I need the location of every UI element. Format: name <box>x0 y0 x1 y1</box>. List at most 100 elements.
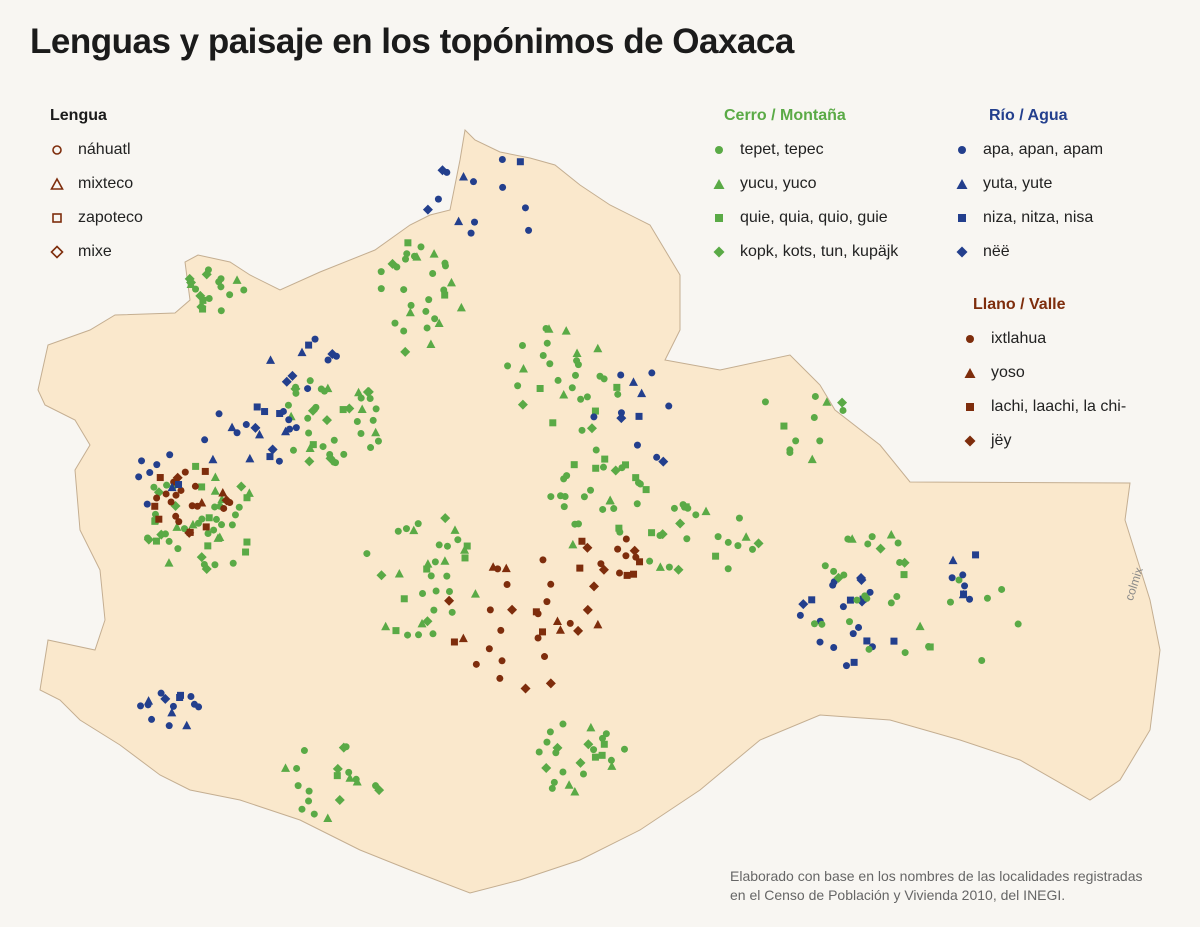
toponym-diamond-marker <box>552 742 563 753</box>
toponym-circle-marker <box>864 540 872 548</box>
toponym-triangle-marker <box>488 562 498 571</box>
triangle-icon <box>964 368 976 378</box>
toponym-triangle-marker <box>281 426 291 436</box>
toponym-circle-marker <box>543 738 551 746</box>
toponym-circle-marker <box>404 631 412 639</box>
toponym-diamond-marker <box>610 465 621 476</box>
toponym-triangle-marker <box>172 522 182 531</box>
square-icon <box>958 214 966 222</box>
toponym-circle-marker <box>414 520 422 528</box>
legend-label: mixe <box>78 243 112 260</box>
toponym-diamond-marker <box>875 543 886 554</box>
legend-item: quie, quia, quio, guie <box>712 201 898 235</box>
toponym-circle-marker <box>792 437 800 445</box>
circle-icon <box>958 146 966 154</box>
toponym-circle-marker <box>830 567 838 575</box>
toponym-square-marker <box>578 537 586 545</box>
toponym-circle-marker <box>172 512 180 520</box>
toponym-circle-marker <box>839 406 847 414</box>
toponym-diamond-marker <box>582 542 593 553</box>
diamond-icon <box>956 246 968 258</box>
toponym-circle-marker <box>294 782 302 790</box>
toponym-circle-marker <box>324 356 332 364</box>
toponym-triangle-marker <box>409 525 419 535</box>
legend-label: ixtlahua <box>991 330 1047 347</box>
toponym-triangle-marker <box>741 532 751 541</box>
diamond-icon <box>964 435 976 447</box>
toponym-triangle-marker <box>227 422 237 432</box>
toponym-diamond-marker <box>798 599 809 610</box>
toponym-square-marker <box>630 570 638 578</box>
toponym-circle-marker <box>415 631 423 639</box>
toponym-square-marker <box>151 502 159 510</box>
legend-title: Cerro / Montaña <box>724 107 846 124</box>
toponym-circle-marker <box>300 747 308 755</box>
legend-label: apa, apan, apam <box>983 141 1104 158</box>
toponym-diamond-marker <box>400 346 411 357</box>
toponym-diamond-marker <box>658 456 669 467</box>
toponym-circle-marker <box>600 375 608 383</box>
toponym-square-marker <box>404 239 412 247</box>
toponym-circle-marker <box>535 748 543 756</box>
toponym-square-marker <box>682 503 690 511</box>
toponym-circle-marker <box>568 384 576 392</box>
toponym-circle-marker <box>503 580 511 588</box>
legend-item: zapoteco <box>50 201 143 235</box>
toponym-square-marker <box>305 341 313 349</box>
toponym-circle-marker <box>683 535 691 543</box>
toponym-circle-marker <box>191 482 199 490</box>
toponym-circle-marker <box>425 296 433 304</box>
toponym-diamond-marker <box>444 595 455 606</box>
toponym-circle-marker <box>330 436 338 444</box>
toponym-square-marker <box>309 441 317 449</box>
toponym-square-marker <box>461 554 469 562</box>
toponym-circle-marker <box>580 493 588 501</box>
toponym-square-marker <box>613 383 621 391</box>
toponym-square-marker <box>333 772 341 780</box>
toponym-square-marker <box>266 453 274 461</box>
toponym-circle-marker <box>959 571 967 579</box>
toponym-circle-marker <box>226 499 234 507</box>
toponym-square-marker <box>648 529 656 537</box>
toponym-diamond-marker <box>281 376 292 387</box>
toponym-circle-marker <box>504 362 512 370</box>
toponym-circle-marker <box>193 502 201 510</box>
toponym-square-marker <box>863 637 871 645</box>
toponym-diamond-marker <box>186 277 197 288</box>
toponym-circle-marker <box>419 590 427 598</box>
toponym-circle-marker <box>534 610 542 618</box>
toponym-circle-marker <box>607 756 615 764</box>
toponym-triangle-marker <box>215 532 225 542</box>
toponym-circle-marker <box>289 446 297 454</box>
legend-item: yucu, yuco <box>712 167 898 201</box>
toponym-circle-marker <box>573 357 581 365</box>
toponym-circle-marker <box>148 715 156 723</box>
toponym-circle-marker <box>599 734 607 742</box>
toponym-circle-marker <box>614 545 622 553</box>
toponym-circle-marker <box>541 653 549 661</box>
toponym-circle-marker <box>391 319 399 327</box>
toponym-triangle-marker <box>701 506 711 516</box>
toponym-square-marker <box>549 419 557 427</box>
toponym-circle-marker <box>978 656 986 664</box>
toponym-diamond-marker <box>753 538 764 549</box>
toponym-circle-marker <box>590 746 598 754</box>
toponym-triangle-marker <box>561 326 571 335</box>
toponym-circle-marker <box>165 537 173 545</box>
toponym-circle-marker <box>615 569 623 577</box>
toponym-circle-marker <box>599 463 607 471</box>
legend-item: tepet, tepec <box>712 133 898 167</box>
toponym-circle-marker <box>144 534 152 542</box>
toponym-triangle-marker <box>822 397 832 406</box>
toponym-square-marker <box>972 551 980 559</box>
toponym-triangle-marker <box>245 453 255 463</box>
toponym-circle-marker <box>394 527 402 535</box>
toponym-circle-marker <box>571 371 579 379</box>
diamond-outline-icon <box>50 245 64 259</box>
toponym-circle-marker <box>454 536 462 544</box>
toponym-circle-marker <box>748 545 756 553</box>
toponym-circle-marker <box>670 504 678 512</box>
toponym-circle-marker <box>146 469 154 477</box>
toponym-circle-marker <box>811 392 819 400</box>
toponym-square-marker <box>601 455 609 463</box>
